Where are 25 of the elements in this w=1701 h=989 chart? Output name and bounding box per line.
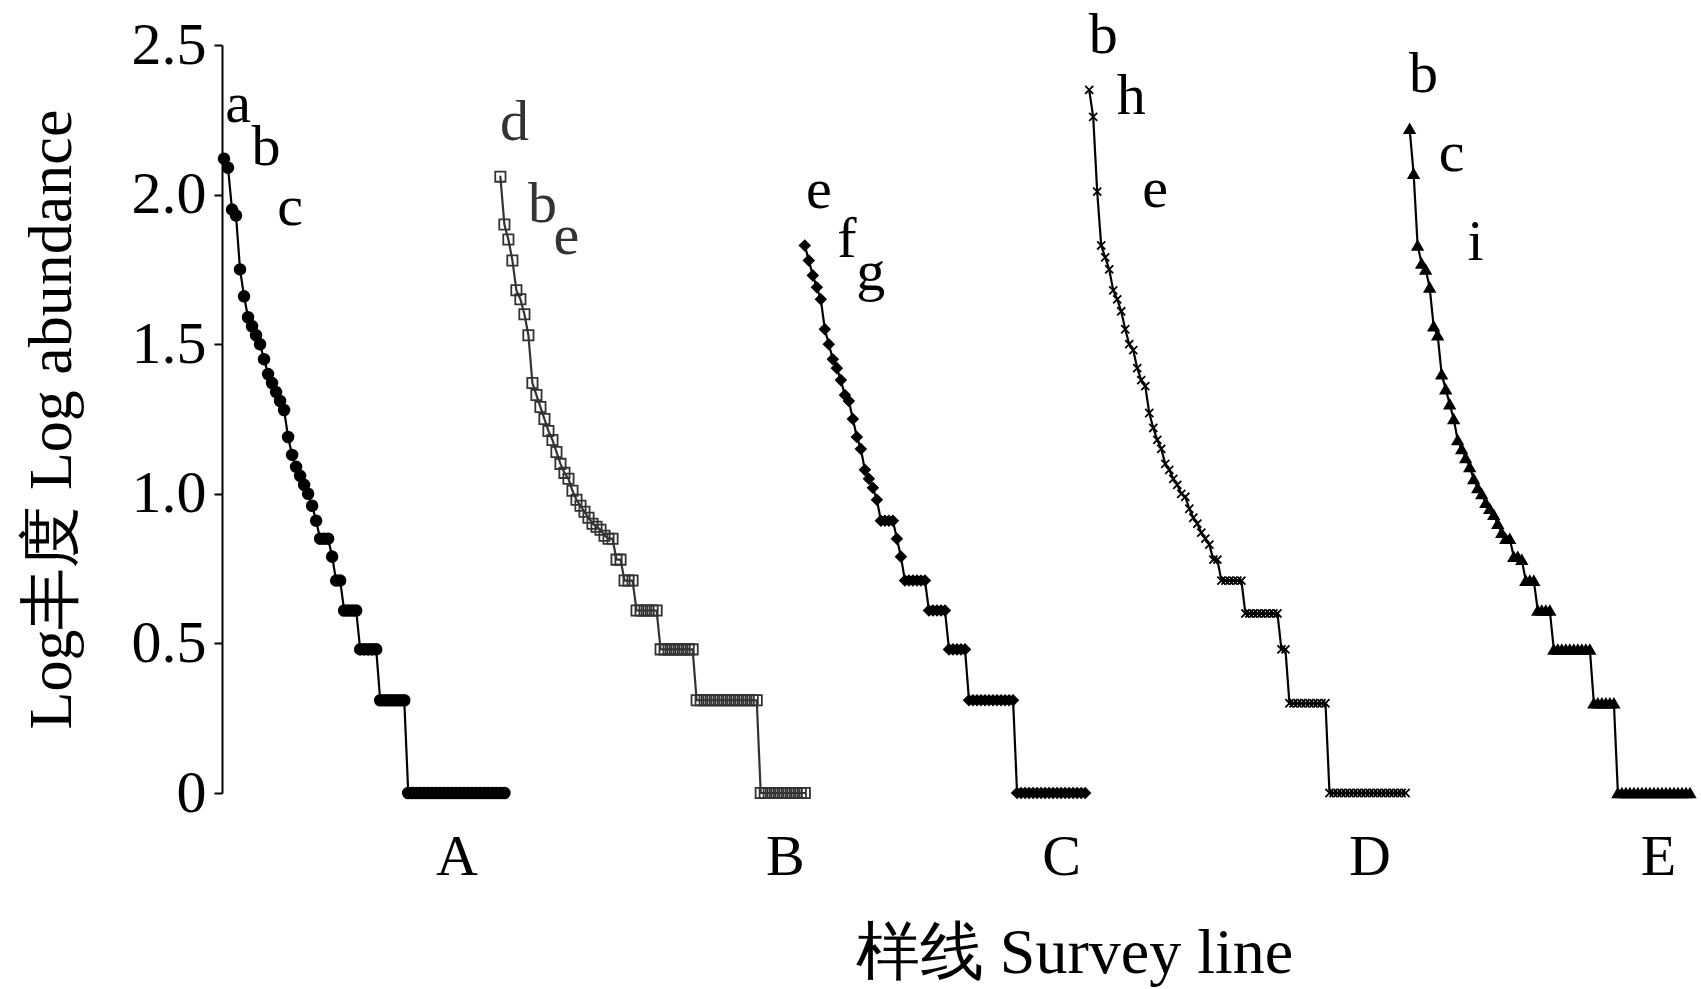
data-label: f xyxy=(837,205,858,271)
y-tick-label: 0.5 xyxy=(131,608,207,675)
data-label: i xyxy=(1467,208,1484,274)
y-tick-label: 0 xyxy=(176,758,207,825)
data-label: h xyxy=(1116,61,1146,127)
x-tick-label: B xyxy=(765,822,805,888)
data-label: b xyxy=(527,169,557,235)
x-tick-label: E xyxy=(1640,822,1677,888)
data-label: b xyxy=(1088,0,1118,66)
y-tick-label: 1.0 xyxy=(131,459,207,526)
data-label: b xyxy=(1409,39,1439,105)
x-tick-label: A xyxy=(435,822,478,888)
y-tick-label: 2.5 xyxy=(131,10,207,77)
y-axis-title: Log丰度 Log abundance xyxy=(15,109,84,730)
x-tick-label: C xyxy=(1042,822,1081,888)
y-tick-label: 2.0 xyxy=(131,160,207,227)
data-label: a xyxy=(225,69,251,135)
data-label: d xyxy=(499,87,529,153)
y-tick-label: 1.5 xyxy=(131,309,207,376)
x-axis-title: 样线 Survey line xyxy=(855,915,1294,987)
data-label: c xyxy=(1438,118,1465,184)
x-tick-label: D xyxy=(1349,822,1392,888)
data-label: g xyxy=(856,238,886,304)
data-label: e xyxy=(805,156,832,222)
data-label: e xyxy=(1142,154,1169,220)
